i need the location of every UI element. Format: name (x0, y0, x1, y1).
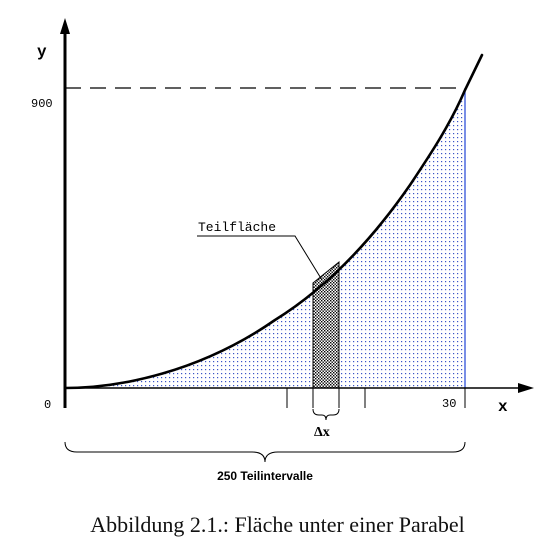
delta-x-brace (312, 408, 340, 421)
partial-area-leader-line (197, 235, 323, 281)
area-under-curve (65, 90, 465, 388)
x-tick-label-30: 30 (442, 397, 456, 411)
figure-caption: Abbildung 2.1.: Fläche unter einer Parab… (90, 512, 465, 537)
delta-x-label: Δx (314, 425, 330, 440)
y-axis-label: y (37, 43, 47, 61)
y-axis-arrow-icon (60, 18, 70, 34)
partial-area-label: Teilfläche (198, 220, 276, 235)
y-tick-label-origin: 0 (44, 398, 51, 412)
parabola-curve (63, 53, 484, 390)
x-axis-label: x (498, 398, 508, 416)
x-axis-arrow-icon (518, 383, 534, 393)
intervals-brace (64, 441, 466, 463)
parabola-area-figure: y x 900 0 30 Teilfläche Δx 250 Teilinter… (31, 18, 534, 483)
y-tick-label-900: 900 (31, 97, 53, 111)
intervals-label: 250 Teilintervalle (217, 469, 313, 483)
